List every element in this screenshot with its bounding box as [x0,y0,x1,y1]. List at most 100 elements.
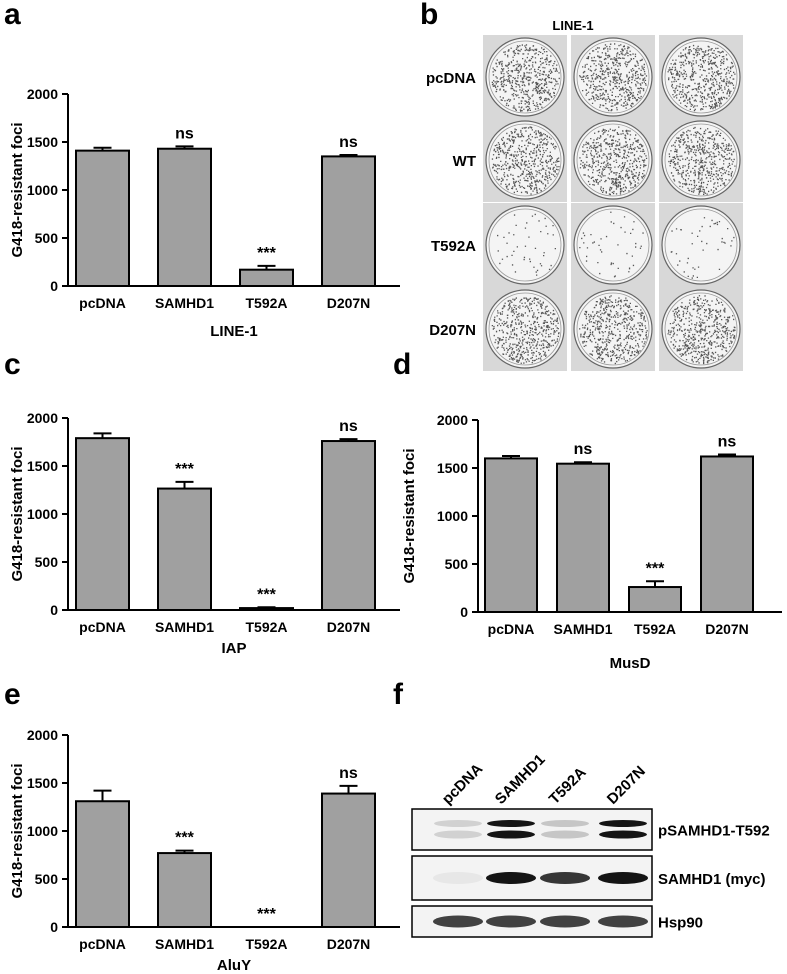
significance-label: ns [339,418,358,435]
x-axis-label: AluY [217,957,251,974]
plate-dish [485,120,565,200]
plate-rim [576,292,650,366]
colonies [579,295,648,365]
category-label-D207N: D207N [705,621,749,637]
category-label-pcDNA: pcDNA [79,619,126,635]
plate-dish [661,37,741,117]
y-tick-label: 2000 [437,412,468,428]
panel-letter-a: a [4,0,21,31]
significance-label: ns [718,434,737,451]
blot-band [540,915,590,928]
blot-label: pSAMHD1-T592 [658,823,770,840]
colony-plate [571,35,655,119]
significance-label: ns [339,765,358,782]
plate-background [659,118,743,202]
plate-rim [488,208,562,282]
plate-rim [576,208,650,282]
plate-background [483,118,567,202]
lane-label-T592A: T592A [546,764,590,808]
blot-strip: pSAMHD1-T592 [411,808,770,851]
category-label-T592A: T592A [634,621,676,637]
y-tick-label: 1500 [27,134,58,150]
plate-background [659,35,743,119]
blot-frame [411,808,653,851]
plate-rim [488,292,562,366]
panel-letter-f: f [393,678,403,711]
category-label-D207N: D207N [327,619,371,635]
colonies [579,43,648,112]
plate-rim [488,40,562,114]
plate-background [571,203,655,287]
blot-frame [411,855,653,901]
colony-plate [659,35,743,119]
plate-dish [573,37,653,117]
y-tick-label: 1500 [27,458,58,474]
y-axis-label: G418-resistant foci [9,446,26,581]
colonies [670,217,735,279]
significance-label: ns [339,134,358,151]
y-tick-label: 2000 [27,410,58,426]
blot-frame [411,905,653,938]
y-tick-label: 2000 [27,727,58,743]
bar-SAMHD1 [556,462,610,613]
category-label-SAMHD1: SAMHD1 [155,619,214,635]
panel-letter-b: b [420,0,439,31]
significance-label: *** [175,461,194,478]
colony-plate [571,287,655,371]
y-tick-label: 0 [50,919,58,935]
colony-plate [483,203,567,287]
plate-background [571,118,655,202]
plate-rim [576,40,650,114]
plate-dish [485,37,565,117]
colony-plate [571,203,655,287]
plate-background [483,287,567,371]
y-tick-label: 1500 [437,460,468,476]
y-tick-label: 1000 [27,506,58,522]
blot-band [433,915,483,928]
category-label-T592A: T592A [245,619,287,635]
plate-dish [661,289,741,369]
colony-plate [659,118,743,202]
colonies [579,126,648,196]
y-tick-label: 1000 [437,508,468,524]
bar-pcDNA [75,149,130,287]
chart-d-group: 0 500 1000 1500 2000 G418-resistant foci pcDNA… [401,412,782,672]
plate-dish [661,205,741,285]
category-label-T592A: T592A [245,936,287,952]
plate-row-label: T592A [431,238,476,255]
y-tick-label: 0 [460,604,468,620]
y-tick-label: 1500 [27,775,58,791]
colonies [668,126,736,195]
bar-pcDNA [75,437,130,611]
colonies [491,297,560,364]
y-tick-label: 500 [445,556,469,572]
bar-SAMHD1 [157,852,212,929]
panel-letter-d: d [393,348,412,381]
category-label-SAMHD1: SAMHD1 [155,936,214,952]
y-axis-label: G418-resistant foci [9,763,26,898]
bar-D207N [321,792,376,928]
bar-pcDNA [75,800,130,928]
significance-label: *** [175,830,194,847]
y-axis-label: G418-resistant foci [9,122,26,257]
plate-rim [664,123,738,197]
bar-T592A [239,607,294,612]
category-label-SAMHD1: SAMHD1 [553,621,612,637]
panel-letter-e: e [4,678,21,711]
blot-label: SAMHD1 (myc) [658,871,766,888]
blot-band [486,872,536,884]
plate-row-label: pcDNA [426,70,476,87]
significance-label: *** [646,560,665,577]
blot-band [540,872,590,884]
y-axis-label: G418-resistant foci [401,448,418,583]
plate-background [659,287,743,371]
plate-dish [485,205,565,285]
colonies [667,44,736,112]
colonies [579,211,644,278]
colonies [491,44,560,112]
